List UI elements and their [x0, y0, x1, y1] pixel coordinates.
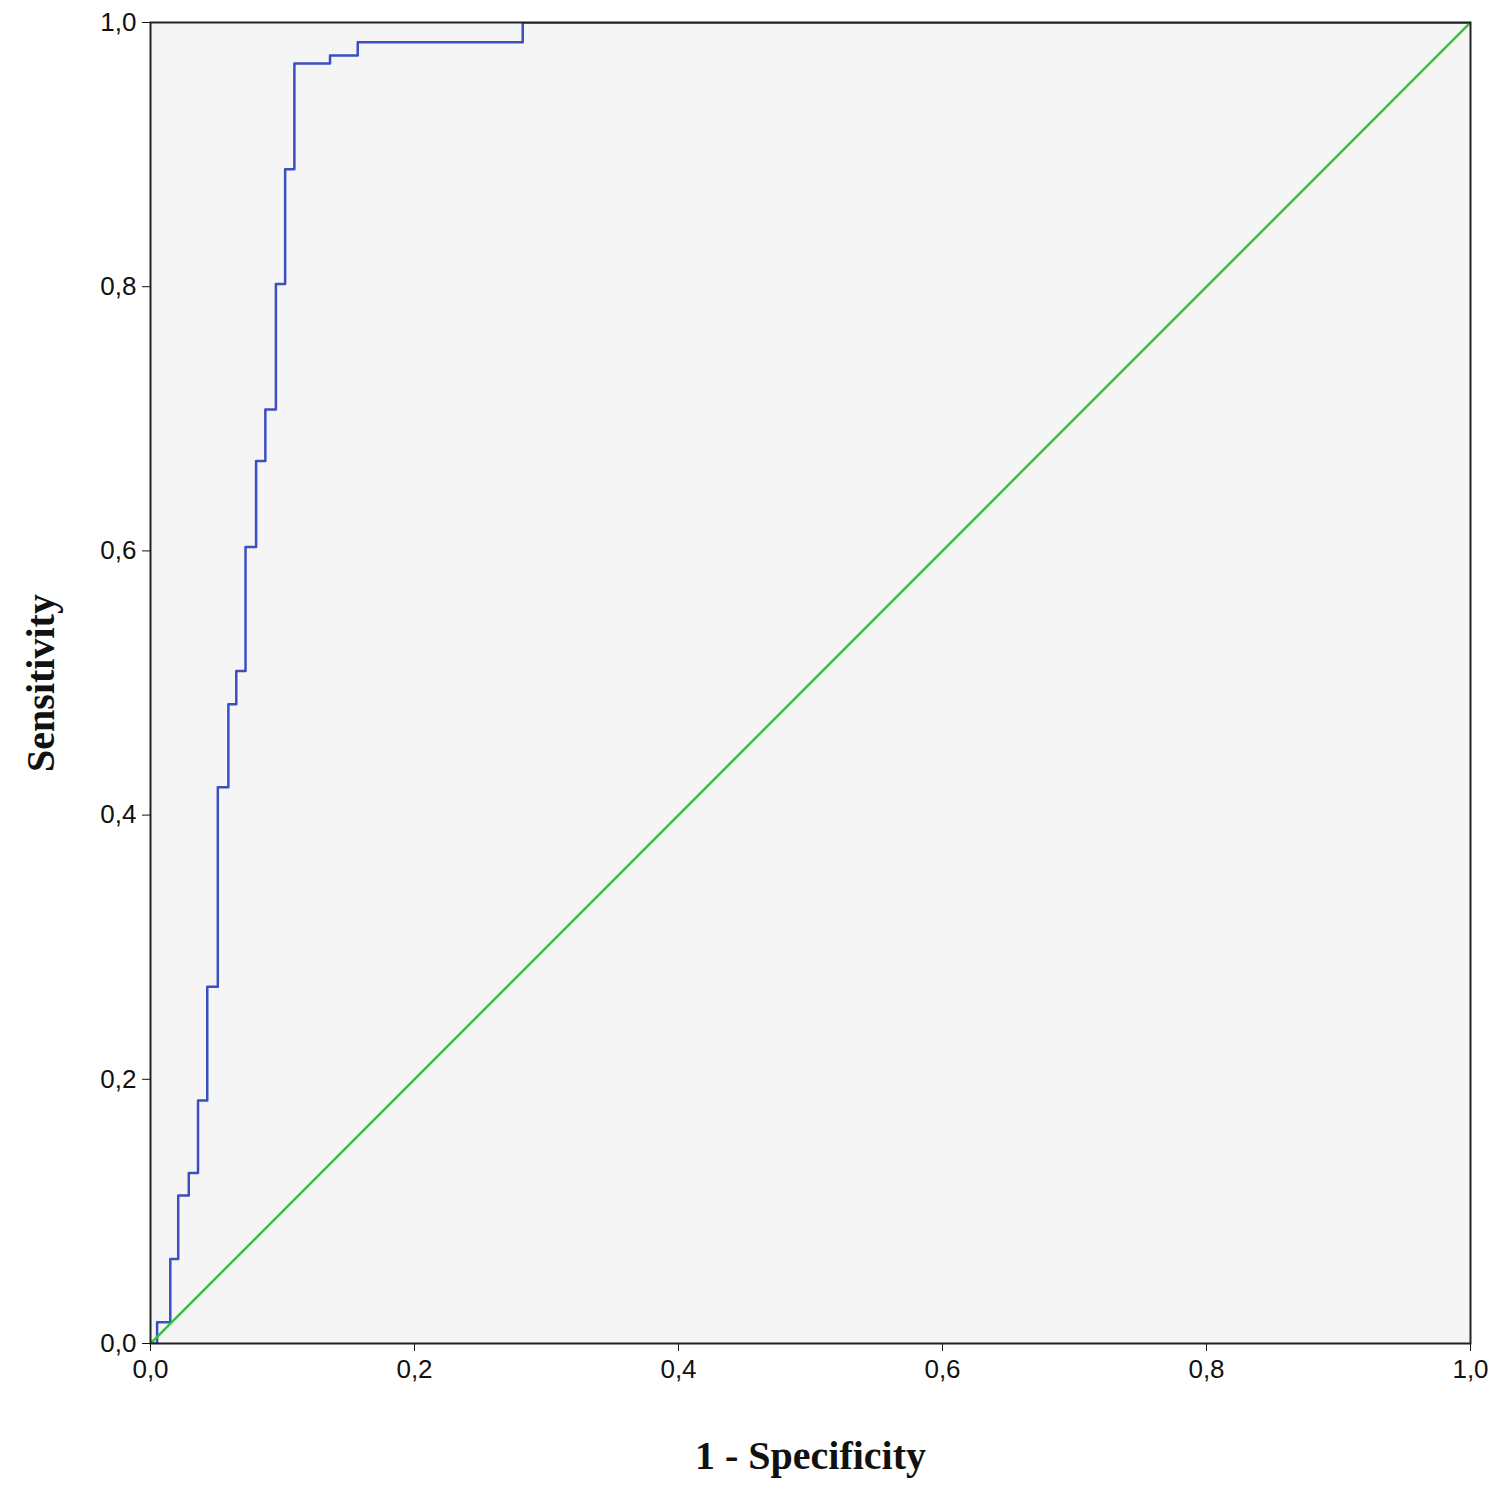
svg-text:0,6: 0,6: [100, 535, 136, 565]
svg-text:0,4: 0,4: [100, 799, 136, 829]
svg-text:0,0: 0,0: [132, 1354, 168, 1384]
svg-text:0,6: 0,6: [924, 1354, 960, 1384]
svg-text:0,4: 0,4: [660, 1354, 696, 1384]
svg-text:0,2: 0,2: [396, 1354, 432, 1384]
svg-text:1,0: 1,0: [100, 7, 136, 37]
svg-text:1,0: 1,0: [1452, 1354, 1488, 1384]
svg-text:1 - Specificity: 1 - Specificity: [695, 1433, 926, 1478]
svg-text:0,2: 0,2: [100, 1064, 136, 1094]
svg-text:Sensitivity: Sensitivity: [18, 594, 63, 772]
svg-text:0,0: 0,0: [100, 1328, 136, 1358]
svg-text:0,8: 0,8: [1188, 1354, 1224, 1384]
svg-text:0,8: 0,8: [100, 271, 136, 301]
